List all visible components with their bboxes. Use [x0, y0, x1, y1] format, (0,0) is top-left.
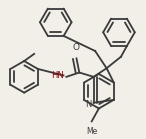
Text: O: O: [73, 43, 80, 52]
Text: HN: HN: [51, 71, 64, 80]
Text: N: N: [85, 100, 91, 109]
Text: Me: Me: [86, 127, 97, 136]
